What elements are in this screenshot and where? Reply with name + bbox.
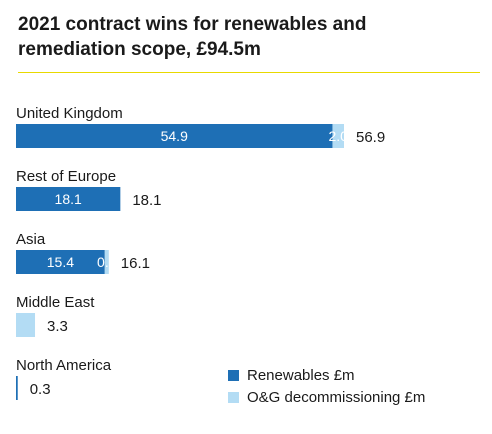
bar-asia-decommissioning xyxy=(104,250,109,274)
chart-title: 2021 contract wins for renewables and re… xyxy=(18,14,367,60)
bar-rest-of-europe-renewables xyxy=(16,187,121,211)
category-label-rest-of-europe: Rest of Europe xyxy=(16,168,116,185)
total-label-asia: 16.1 xyxy=(121,255,150,272)
legend-swatch-renewables xyxy=(228,369,239,381)
total-label-united-kingdom: 56.9 xyxy=(356,129,385,146)
category-label-united-kingdom: United Kingdom xyxy=(16,105,123,122)
total-label-middle-east: 3.3 xyxy=(47,318,68,335)
legend-label-renewables: Renewables £m xyxy=(247,366,355,384)
bar-united-kingdom-renewables xyxy=(16,124,333,148)
title-divider xyxy=(18,72,480,73)
category-label-middle-east: Middle East xyxy=(16,294,95,311)
category-label-north-america: North America xyxy=(16,357,112,374)
legend-swatch-decommissioning xyxy=(228,391,239,403)
total-label-rest-of-europe: 18.1 xyxy=(132,192,161,209)
legend-label-decommissioning: O&G decommissioning £m xyxy=(247,388,426,406)
total-label-north-america: 0.3 xyxy=(30,381,51,398)
chart-legend: Renewables £m O&G decommissioning £m xyxy=(228,364,425,408)
bar-north-america-renewables xyxy=(16,376,18,400)
bar-value-united-kingdom-renewables: 54.9 xyxy=(161,128,188,144)
bar-asia-renewables xyxy=(16,250,105,274)
legend-item-renewables: Renewables £m xyxy=(228,364,425,386)
legend-item-decommissioning: O&G decommissioning £m xyxy=(228,386,425,408)
bar-value-asia-decommissioning: 0.7 xyxy=(97,254,117,270)
bar-value-asia-renewables: 15.4 xyxy=(47,254,74,270)
bar-united-kingdom-decommissioning xyxy=(332,124,344,148)
category-label-asia: Asia xyxy=(16,231,46,248)
bar-value-united-kingdom-decommissioning: 2.0 xyxy=(329,128,349,144)
bar-value-rest-of-europe-renewables: 18.1 xyxy=(55,191,82,207)
bar-middle-east-decommissioning xyxy=(16,313,36,337)
